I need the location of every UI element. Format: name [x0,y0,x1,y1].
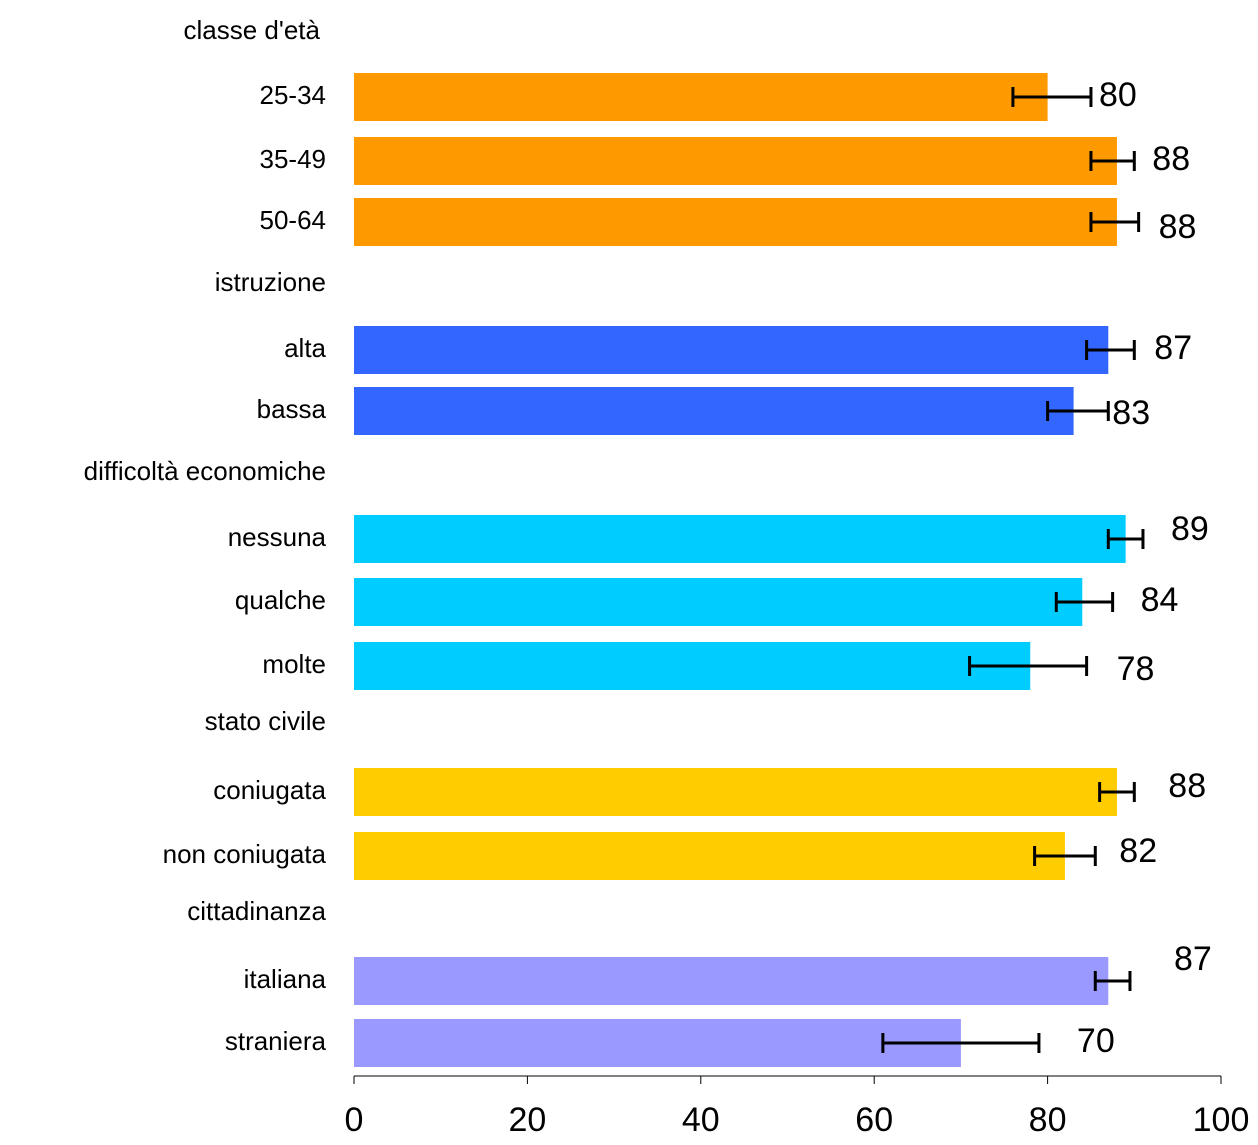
bar [354,515,1126,563]
bar [354,137,1117,185]
chart-rows: classe d'età 25-34 80 35-49 88 50-64 88 istruzi… [84,15,1212,1067]
value-label: 89 [1171,510,1209,548]
group-label: cittadinanza [187,896,326,926]
category-label: qualche [235,585,326,615]
category-label: bassa [257,394,327,424]
value-label: 88 [1159,208,1197,246]
category-label: coniugata [213,775,326,805]
bar [354,326,1109,374]
group-label: classe d'età [184,15,321,45]
value-label: 88 [1152,140,1190,178]
bar [354,1019,961,1067]
category-label: italiana [244,964,327,994]
value-label: 84 [1141,581,1179,619]
bar [354,73,1048,121]
x-tick-label: 40 [682,1101,720,1139]
value-label: 88 [1168,767,1206,805]
bar [354,768,1117,816]
bar [354,198,1117,246]
value-label: 82 [1119,832,1157,870]
x-tick-label: 0 [345,1101,364,1139]
x-tick-label: 20 [508,1101,546,1139]
value-label: 80 [1099,76,1137,114]
x-axis: 0 20 40 60 80 100 [345,1075,1250,1139]
category-label: alta [284,333,326,363]
bar [354,642,1031,690]
x-tick-label: 80 [1029,1101,1067,1139]
value-label: 87 [1174,940,1212,978]
group-label: stato civile [205,706,326,736]
category-label: nessuna [228,522,327,552]
x-tick-label: 100 [1193,1101,1250,1139]
value-label: 83 [1112,394,1150,432]
value-label: 70 [1077,1022,1115,1060]
value-label: 87 [1154,329,1192,367]
x-tick-label: 60 [855,1101,893,1139]
group-label: difficoltà economiche [84,456,326,486]
bar [354,578,1083,626]
category-label: straniera [225,1026,327,1056]
value-label: 78 [1117,650,1155,688]
category-label: 25-34 [260,80,327,110]
category-label: molte [262,649,326,679]
category-label: non coniugata [163,839,327,869]
category-label: 35-49 [260,144,327,174]
bar [354,387,1074,435]
bar [354,957,1109,1005]
category-label: 50-64 [260,205,327,235]
group-label: istruzione [215,267,326,297]
bar [354,832,1065,880]
